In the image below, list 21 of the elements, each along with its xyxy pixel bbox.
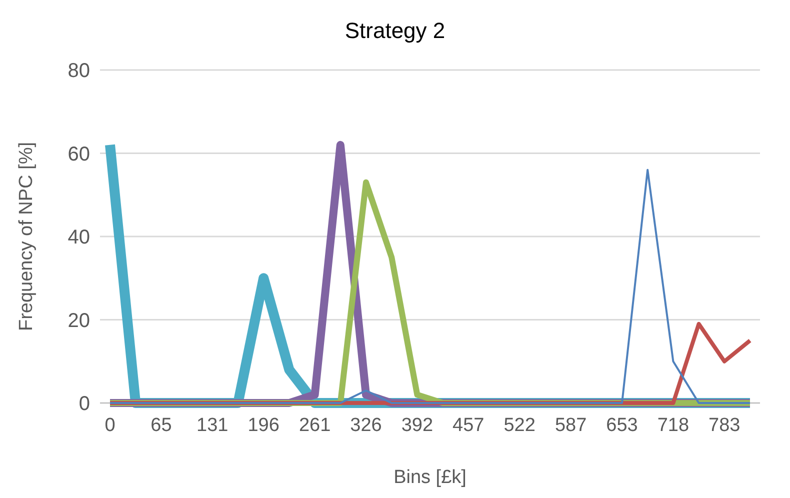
y-axis-title: Frequency of NPC [%] [16, 142, 37, 332]
y-tick-label: 0 [78, 393, 90, 415]
y-tick-label: 80 [68, 60, 90, 82]
x-tick-label: 587 [554, 415, 587, 436]
x-tick-label: 326 [350, 415, 382, 436]
x-tick-label: 457 [452, 415, 484, 436]
x-tick-label: 0 [104, 415, 116, 436]
y-tick-label: 20 [68, 310, 90, 332]
chart-title: Strategy 2 [344, 18, 446, 43]
x-tick-label: 522 [504, 415, 536, 436]
x-tick-label: 261 [298, 415, 331, 436]
y-tick-label: 40 [68, 226, 90, 248]
x-tick-label: 392 [401, 415, 434, 436]
x-tick-label: 653 [606, 415, 638, 436]
x-tick-label: 718 [657, 415, 690, 436]
x-tick-label: 65 [150, 415, 172, 436]
x-axis-title: Bins [£k] [394, 467, 466, 488]
y-tick-label: 60 [68, 143, 90, 166]
x-tick-label: 783 [708, 415, 740, 436]
x-tick-label: 196 [248, 415, 280, 436]
x-tick-label: 131 [196, 415, 228, 436]
